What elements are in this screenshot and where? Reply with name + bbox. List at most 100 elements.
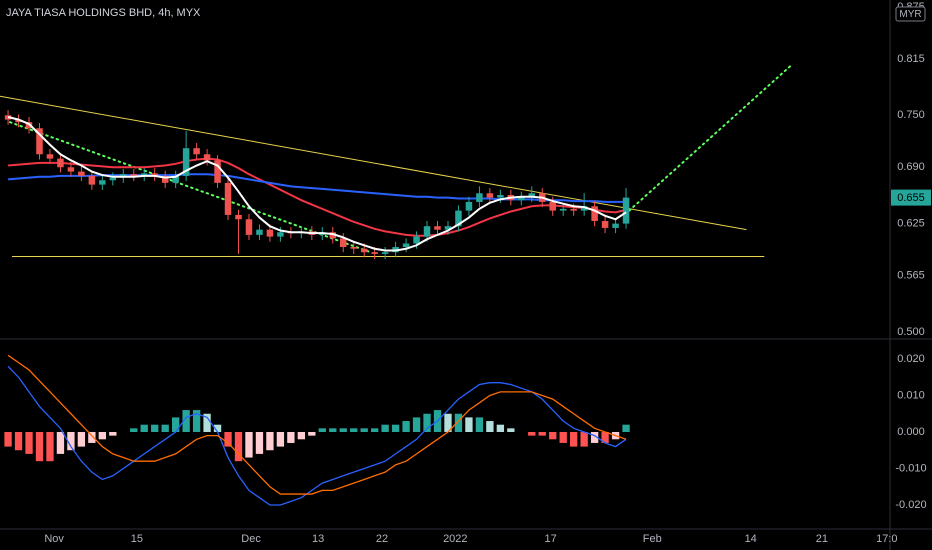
histogram-bar <box>308 431 316 436</box>
histogram-bar <box>140 424 148 432</box>
candle-body <box>497 195 504 198</box>
moving-average <box>7 116 627 252</box>
trend-line <box>628 64 793 212</box>
trend-line <box>9 121 372 254</box>
currency-box <box>895 6 926 22</box>
candle-body <box>57 158 64 168</box>
y-tick-label: -0.010 <box>895 462 926 474</box>
histogram-bar <box>360 428 368 432</box>
x-tick-label: 22 <box>376 533 388 545</box>
x-tick-label: 2022 <box>443 533 467 545</box>
candle-body <box>580 206 588 211</box>
histogram-bar <box>423 413 431 432</box>
candle-body <box>423 226 431 237</box>
x-tick-label: 14 <box>745 533 757 545</box>
candle-body <box>601 221 609 228</box>
histogram-bar <box>370 428 379 432</box>
candle-body <box>182 148 190 176</box>
histogram-bar <box>245 431 253 458</box>
histogram-bar <box>14 431 23 451</box>
candle-body <box>214 160 221 183</box>
macd-line <box>7 354 627 495</box>
candle-body <box>15 119 22 123</box>
candle-body <box>465 201 473 211</box>
candle-body <box>528 193 536 197</box>
candle-body <box>245 219 253 235</box>
candle-body <box>78 171 85 176</box>
candle-body <box>224 182 232 215</box>
moving-average <box>7 157 627 237</box>
histogram-bar <box>339 428 347 432</box>
candle-body <box>151 173 158 176</box>
histogram-bar <box>266 431 274 451</box>
candle-body <box>434 226 441 230</box>
candle-body <box>559 208 567 211</box>
candle-body <box>444 226 452 230</box>
histogram-bar <box>601 431 609 443</box>
y-tick-label: -0.020 <box>895 499 926 511</box>
y-tick-label: 0.500 <box>897 326 925 338</box>
histogram-bar <box>475 417 484 432</box>
candle-body <box>109 177 117 181</box>
candle-body <box>140 173 148 176</box>
candle-body <box>130 174 138 176</box>
histogram-bar <box>402 421 410 432</box>
x-tick-label: 13 <box>312 533 324 545</box>
candle-body <box>46 154 54 159</box>
histogram-bar <box>549 431 557 440</box>
histogram-bar <box>538 431 546 436</box>
histogram-bar <box>109 431 117 436</box>
macd-line <box>7 365 627 506</box>
candle-body <box>591 206 598 221</box>
y-tick-label: 0.565 <box>897 270 925 282</box>
candle-body <box>161 175 169 183</box>
histogram-bar <box>287 431 295 443</box>
candle-body <box>67 167 75 172</box>
histogram-bar <box>255 431 264 454</box>
x-tick-label: Feb <box>643 533 662 545</box>
histogram-bar <box>318 428 326 432</box>
histogram-bar <box>391 424 400 432</box>
histogram-bar <box>297 431 306 440</box>
histogram-bar <box>171 417 180 432</box>
x-tick-label: Nov <box>44 533 64 545</box>
histogram-bar <box>496 424 505 432</box>
histogram-bar <box>580 431 588 447</box>
candle-body <box>36 128 43 155</box>
histogram-bar <box>622 424 630 432</box>
candle-body <box>172 175 179 183</box>
histogram-bar <box>412 417 421 432</box>
candle-body <box>88 175 96 185</box>
y-tick-label: 0.750 <box>897 109 925 121</box>
histogram-bar <box>4 431 12 447</box>
candle-body <box>235 214 242 220</box>
candle-body <box>476 193 483 202</box>
candle-body <box>486 193 494 198</box>
candle-body <box>413 236 420 244</box>
y-tick-label: 0.625 <box>897 218 925 230</box>
y-tick-label: 0.010 <box>897 389 925 401</box>
histogram-bar <box>46 431 54 462</box>
histogram-bar <box>224 431 232 447</box>
histogram-bar <box>98 431 106 440</box>
candle-body <box>455 210 462 227</box>
y-tick-label: 0.690 <box>897 161 925 173</box>
candle-body <box>193 148 200 155</box>
histogram-bar <box>350 428 358 432</box>
candle-body <box>266 229 274 237</box>
y-tick-label: 0.020 <box>897 353 925 365</box>
chart-title: JAYA TIASA HOLDINGS BHD, 4h, MYX <box>6 7 201 19</box>
last-price-box <box>891 189 931 206</box>
histogram-bar <box>130 428 138 432</box>
histogram-bar <box>161 424 169 432</box>
histogram-bar <box>465 417 473 432</box>
y-tick-label: 0.000 <box>897 426 925 438</box>
candle-body <box>622 197 630 224</box>
histogram-bar <box>590 431 599 443</box>
candle-body <box>350 247 357 249</box>
histogram-bar <box>77 431 86 447</box>
histogram-bar <box>213 424 222 432</box>
histogram-bar <box>507 428 515 432</box>
